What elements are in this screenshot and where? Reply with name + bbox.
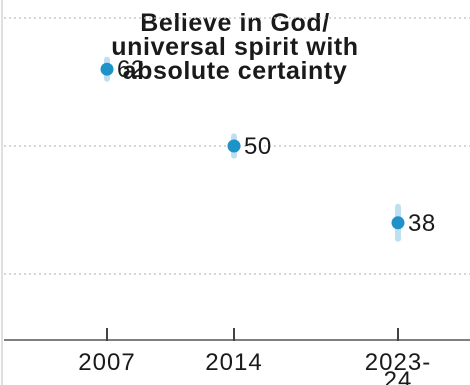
data-point [100,62,114,76]
x-tick-label: 2014 [205,349,262,376]
chart-title-line: Believe in God/ [140,9,330,37]
x-tick-label: 2007 [78,349,135,376]
data-label: 62 [117,56,145,83]
x-tick-label: 2023- [365,349,431,376]
data-label: 50 [244,133,272,160]
chart-title-line: absolute certainty [123,57,348,85]
data-points: 62 50 38 [100,56,436,242]
chart-title: Believe in God/ universal spirit with ab… [111,9,358,85]
x-axis-ticks: 2007 2014 2023-24 [78,328,431,385]
data-label: 38 [408,210,436,237]
chart-title-line: universal spirit with [111,33,358,61]
data-point [227,139,241,153]
x-tick-label: 24 [384,367,413,385]
data-point [391,216,405,230]
